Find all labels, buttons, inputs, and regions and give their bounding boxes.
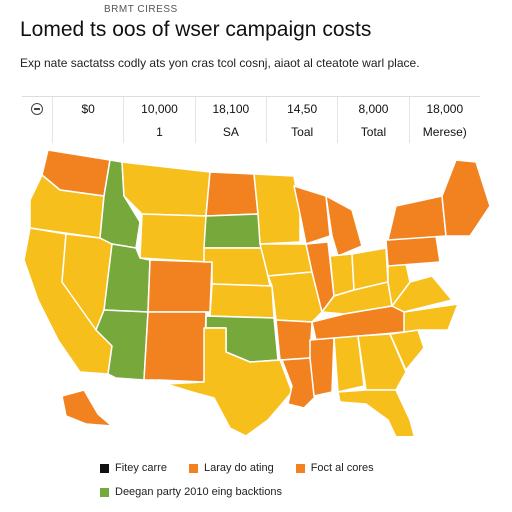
legend-label: Laray do ating — [203, 462, 274, 474]
legend-item: Foct al cores — [295, 462, 374, 474]
scale-label: 1 — [124, 121, 196, 143]
legend-item: Laray do ating — [188, 462, 274, 474]
state-ms[interactable] — [309, 337, 335, 397]
state-new-england[interactable] — [441, 159, 491, 237]
legend: Fitey carre Laray do ating Foct al cores… — [100, 460, 396, 508]
state-tx[interactable] — [165, 327, 293, 436]
scale-value: 18,100 — [196, 97, 267, 121]
legend-swatch — [100, 487, 109, 497]
state-mn[interactable] — [253, 173, 301, 245]
state-ar[interactable] — [275, 319, 313, 361]
scale-value: 18,000 — [426, 102, 464, 116]
legend-label: Fitey carre — [115, 462, 167, 474]
state-al[interactable] — [333, 335, 365, 393]
state-ny[interactable] — [387, 195, 447, 241]
scale-label: Toal — [267, 121, 339, 143]
state-fl[interactable] — [337, 389, 418, 436]
scale-values-row: $0 10,000 18,100 14,50 8,000 18,000 — [22, 97, 480, 121]
scale-value: 10,000 — [124, 97, 196, 121]
legend-label: Deegan party 2010 eing backtions — [115, 486, 282, 498]
legend-swatch — [188, 463, 198, 473]
state-wi[interactable] — [293, 185, 331, 245]
scale-value: 14,50 — [267, 97, 339, 121]
page-subtitle: Exp nate sactatss codly ats yon cras tco… — [20, 56, 420, 70]
state-nm[interactable] — [143, 311, 207, 383]
palette-icon — [31, 103, 43, 115]
legend-row: Fitey carre Laray do ating Foct al cores — [100, 460, 396, 476]
state-wy[interactable] — [139, 213, 207, 263]
kicker-text: BRMT CIRESS — [104, 4, 178, 15]
state-nd[interactable] — [205, 171, 259, 217]
scale-labels-row: 1 SA Toal Total Merese) — [22, 121, 480, 143]
us-choropleth-map — [23, 149, 491, 436]
scale-label: SA — [196, 121, 267, 143]
state-mt[interactable] — [121, 161, 211, 217]
scale-value: 8,000 — [338, 97, 410, 121]
scale-label: Total — [338, 121, 410, 143]
state-ga[interactable] — [357, 333, 407, 391]
state-in[interactable] — [329, 253, 355, 297]
value-scale: $0 10,000 18,100 14,50 8,000 18,000 1 SA… — [22, 96, 480, 147]
scale-icon-cell[interactable] — [22, 97, 53, 121]
page-title: Lomed ts oos of wser campaign costs — [20, 18, 372, 41]
legend-label: Foct al cores — [310, 462, 374, 474]
state-ks[interactable] — [209, 283, 275, 319]
state-ak[interactable] — [61, 389, 113, 427]
state-pa[interactable] — [385, 235, 441, 267]
legend-row: Deegan party 2010 eing backtions — [100, 484, 396, 500]
state-mi[interactable] — [325, 195, 363, 257]
state-nc[interactable] — [389, 303, 459, 335]
state-co[interactable] — [147, 259, 213, 313]
state-sd[interactable] — [203, 213, 263, 249]
scale-label — [22, 121, 53, 143]
state-ia[interactable] — [259, 243, 313, 277]
state-ne[interactable] — [203, 247, 271, 287]
legend-item: Deegan party 2010 eing backtions — [100, 486, 282, 498]
legend-swatch — [295, 463, 305, 473]
scale-label — [53, 121, 125, 143]
legend-item: Fitey carre — [100, 462, 167, 474]
scale-label: Merese) — [422, 125, 467, 139]
legend-swatch — [100, 463, 109, 473]
scale-value: $0 — [53, 97, 125, 121]
